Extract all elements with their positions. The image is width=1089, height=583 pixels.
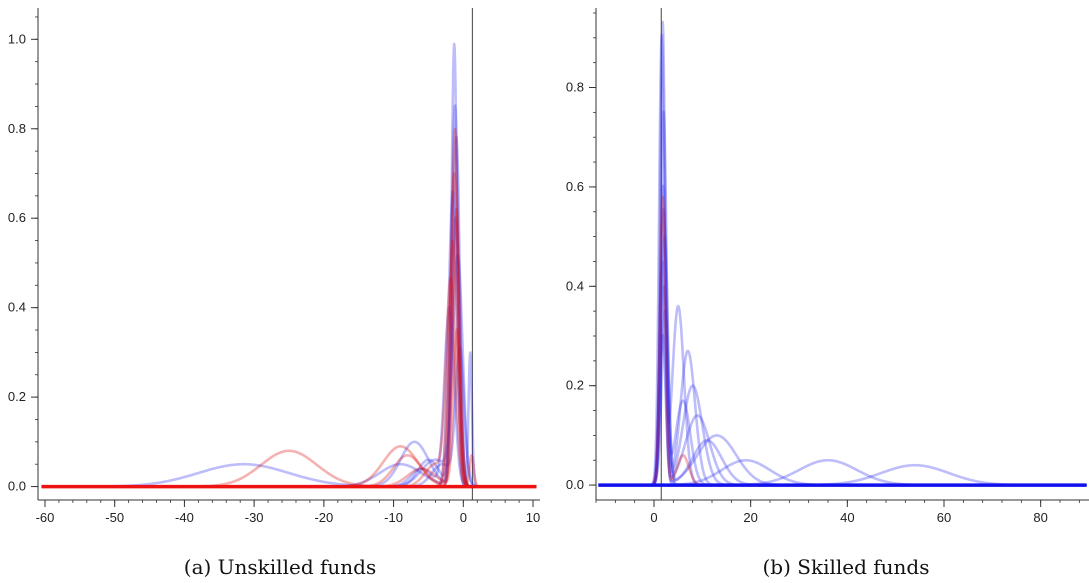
x-tick-label: 80: [1033, 510, 1047, 525]
x-tick-label: 0: [460, 510, 467, 525]
y-tick-label: 0.0: [8, 479, 26, 494]
x-tick-label: -30: [245, 510, 264, 525]
density-curve-skilled-2: [597, 33, 1088, 487]
y-tick-label: 0.2: [8, 389, 26, 404]
y-tick-label: 0.6: [8, 210, 26, 225]
x-tick-label: -10: [384, 510, 403, 525]
y-tick-label: 0.8: [566, 80, 584, 95]
x-tick-label: 10: [526, 510, 540, 525]
panel-skilled-funds: (b) Skilled funds 0 20 40 60 80 0.0 0.2 0.4 0.6 0…: [566, 8, 1089, 579]
x-tick-label: -40: [175, 510, 194, 525]
y-tick-label: 0.6: [566, 179, 584, 194]
density-curve-skilled-1: [597, 20, 1088, 487]
y-tick-label: 0.2: [566, 378, 584, 393]
y-tick-label: 0.4: [566, 278, 584, 293]
caption-skilled-funds: (b) Skilled funds: [762, 555, 929, 579]
x-tick-label: 0: [650, 510, 657, 525]
x-tick-label: 20: [743, 510, 757, 525]
panel-unskilled-funds: (a) Unskilled funds -60 -50 -40 -30 -20 -10 0 1…: [8, 8, 540, 579]
x-tick-label: -60: [36, 510, 55, 525]
x-tick-label: -20: [314, 510, 333, 525]
y-tick-label: 0.0: [566, 477, 584, 492]
x-tick-label: -50: [105, 510, 124, 525]
y-tick-label: 0.8: [8, 121, 26, 136]
x-tick-label: 60: [937, 510, 951, 525]
caption-unskilled-funds: (a) Unskilled funds: [184, 555, 376, 579]
x-tick-label: 40: [840, 510, 854, 525]
y-tick-label: 1.0: [8, 31, 26, 46]
y-tick-label: 0.4: [8, 300, 26, 315]
